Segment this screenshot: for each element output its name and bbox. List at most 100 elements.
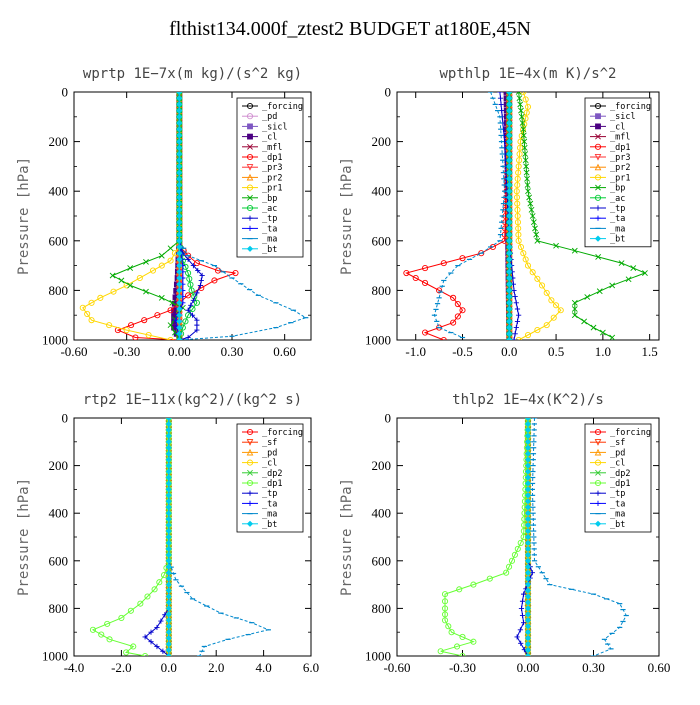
series-marker-bt (165, 486, 172, 493)
series-marker-pr1 (515, 225, 522, 232)
series-marker-bt (506, 212, 513, 220)
series-marker-bt (165, 492, 172, 499)
series-marker-bt (524, 462, 532, 469)
x-tick-label: 0.60 (273, 344, 296, 359)
legend-box (584, 97, 652, 248)
series-marker-bt (176, 336, 183, 340)
series-marker-bt (176, 113, 183, 120)
legend-marker-cl (595, 123, 601, 130)
legend-marker-dp1 (246, 153, 254, 161)
series-marker-bp (596, 288, 603, 295)
series-marker-bt (165, 418, 172, 422)
legend-marker-sicl (247, 123, 253, 130)
series-marker-bp (590, 324, 597, 331)
legend-marker-forcing (594, 428, 602, 436)
series-marker-tp (517, 627, 523, 633)
series-marker-tp (190, 297, 196, 303)
series-marker-bp (524, 175, 530, 182)
series-marker-pr1 (79, 304, 86, 311)
x-tick-label: 0.60 (648, 660, 671, 675)
series-marker-bt (165, 450, 172, 457)
legend-marker-bt (594, 520, 602, 527)
series-marker-bt (524, 641, 532, 648)
legend-marker-ac (594, 194, 602, 201)
y-tick-label: 400 (49, 184, 69, 199)
series-marker-bp (127, 265, 134, 271)
series-marker-pr1 (524, 262, 532, 269)
series-marker-bt (176, 312, 183, 319)
series-marker-dp1 (440, 260, 447, 267)
series-marker-dp1 (459, 255, 466, 262)
series-marker-bt (524, 575, 532, 582)
series-marker-bt (506, 150, 513, 158)
series-marker-tp (514, 306, 521, 312)
series-marker-tp (514, 634, 520, 640)
series-marker-bp (127, 282, 134, 289)
series-marker-tp (185, 307, 191, 313)
legend-entry-forcing: _forcing (610, 428, 651, 438)
series-marker-bp (167, 245, 174, 252)
series-marker-dp1 (412, 274, 419, 282)
series-marker-tp (514, 318, 521, 324)
x-tick-label: -1.0 (405, 344, 426, 359)
series-marker-bt (506, 163, 513, 170)
series-line-pr1 (82, 92, 180, 340)
series-marker-pr1 (513, 194, 521, 201)
series-marker-bt (176, 212, 183, 220)
y-tick-label: 600 (372, 553, 392, 568)
series-marker-bt (165, 462, 172, 469)
series-marker-pr1 (145, 331, 152, 339)
legend-marker-mfl (247, 143, 253, 150)
x-tick-label: 2.0 (208, 660, 224, 675)
series-marker-tp (190, 263, 196, 269)
y-axis-label: Pressure [hPa] (16, 157, 32, 275)
y-tick-label: 1000 (365, 649, 391, 664)
series-marker-bt (176, 126, 183, 133)
series-marker-tp (158, 618, 164, 624)
series-marker-bp (167, 322, 174, 329)
series-marker-tp (521, 591, 527, 597)
series-marker-dp1 (167, 307, 174, 314)
series-marker-bt (165, 432, 172, 439)
series-marker-bt (506, 157, 513, 164)
series-marker-tp (519, 612, 526, 619)
y-tick-label: 0 (62, 85, 69, 100)
series-marker-dp1 (456, 586, 463, 593)
series-marker-bt (506, 330, 513, 337)
x-tick-label: 0.30 (582, 660, 605, 675)
series-marker-pr1 (529, 269, 536, 276)
series-marker-dp1 (118, 614, 125, 621)
series-marker-dp1 (154, 312, 161, 319)
legend-entry-ma: _ma (262, 510, 277, 520)
legend-entry-ta: _ta (610, 214, 625, 224)
series-marker-bt (524, 587, 532, 594)
y-tick-label: 200 (372, 134, 392, 149)
series-marker-bt (524, 522, 532, 529)
series-marker-bp (584, 294, 591, 300)
legend-marker-bt (246, 245, 254, 252)
series-marker-pr1 (517, 243, 525, 251)
series-marker-pr1 (524, 103, 532, 110)
series-marker-pr1 (513, 188, 520, 195)
legend-entry-bt: _bt (262, 245, 277, 255)
series-marker-dp1 (422, 279, 429, 287)
series-marker-bt (176, 157, 183, 164)
series-marker-bp (521, 138, 528, 145)
series-marker-bt (524, 456, 532, 463)
series-marker-dp1 (517, 539, 524, 547)
series-marker-bt (506, 138, 513, 145)
series-marker-dp1 (127, 607, 134, 614)
series-marker-dp1 (422, 329, 429, 336)
legend-entry-ta: _ta (262, 499, 277, 509)
series-marker-bt (524, 557, 532, 564)
series-marker-bt (524, 539, 532, 547)
legend-entry-sicl: _sicl (262, 122, 288, 132)
series-marker-bt (506, 95, 513, 102)
series-marker-dp1 (454, 300, 461, 308)
series-marker-bt (165, 581, 172, 588)
series-marker-tp (519, 598, 526, 604)
series-marker-dp1 (142, 652, 149, 656)
series-marker-bp (519, 120, 526, 126)
series-marker-bt (165, 575, 172, 582)
series-marker-pr1 (520, 250, 527, 257)
